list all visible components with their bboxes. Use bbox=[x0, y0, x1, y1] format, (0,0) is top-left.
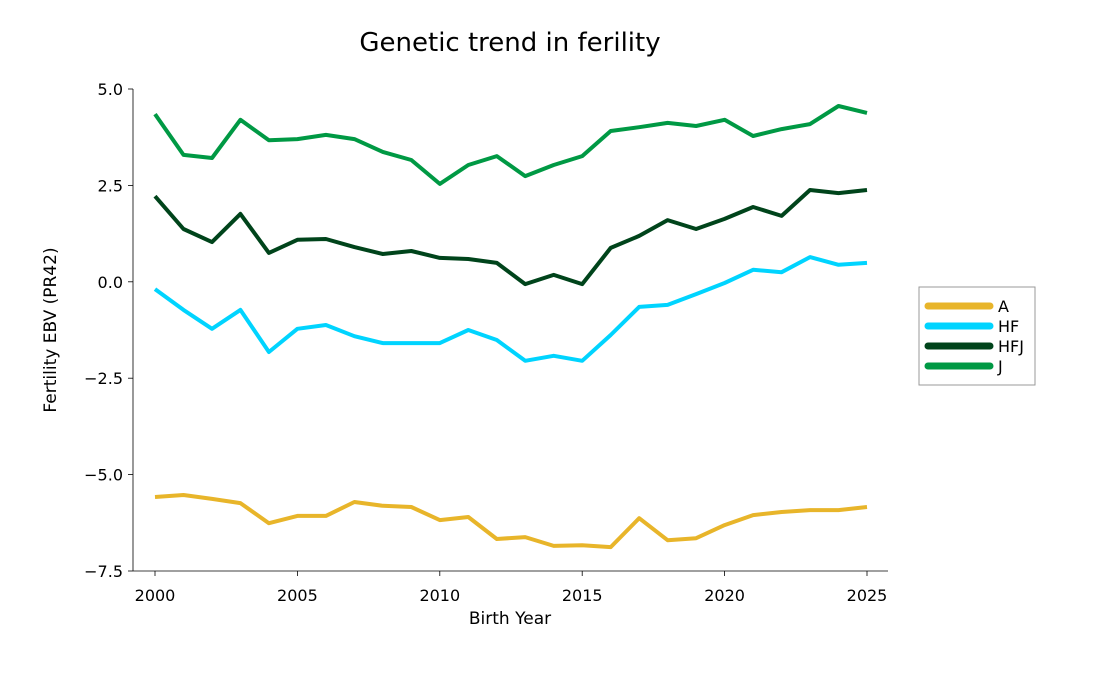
x-axis-label: Birth Year bbox=[469, 609, 551, 629]
y-tick-label: 2.5 bbox=[98, 176, 123, 195]
legend-label-hfj: HFJ bbox=[998, 337, 1024, 356]
y-tick-label: 5.0 bbox=[98, 80, 123, 99]
series-line-hfj bbox=[153, 188, 868, 287]
y-tick-label: −5.0 bbox=[84, 466, 123, 485]
x-tick-label: 2015 bbox=[562, 586, 603, 605]
y-tick-label: −2.5 bbox=[84, 369, 123, 388]
legend-label-a: A bbox=[998, 297, 1009, 316]
x-tick-label: 2020 bbox=[704, 586, 745, 605]
y-axis-label: Fertility EBV (PR42) bbox=[41, 247, 61, 412]
series-line-hf bbox=[153, 255, 868, 363]
y-tick-label: 0.0 bbox=[98, 273, 123, 292]
plot-lines bbox=[153, 104, 868, 550]
x-tick-label: 2025 bbox=[847, 586, 888, 605]
legend-label-hf: HF bbox=[998, 317, 1019, 336]
series-line-a bbox=[154, 493, 868, 550]
y-tick-label: −7.5 bbox=[84, 562, 123, 581]
chart-title: Genetic trend in ferility bbox=[359, 28, 660, 58]
x-tick-label: 2000 bbox=[135, 586, 176, 605]
x-tick-label: 2010 bbox=[419, 586, 460, 605]
x-tick-label: 2005 bbox=[277, 586, 318, 605]
legend-label-j: J bbox=[997, 357, 1003, 376]
series-line-j bbox=[153, 104, 868, 186]
axes: 5.0 2.5 0.0 −2.5 −5.0 −7.5 2000 2005 2010 2015 202… bbox=[84, 80, 888, 605]
legend-frame bbox=[918, 286, 1036, 386]
